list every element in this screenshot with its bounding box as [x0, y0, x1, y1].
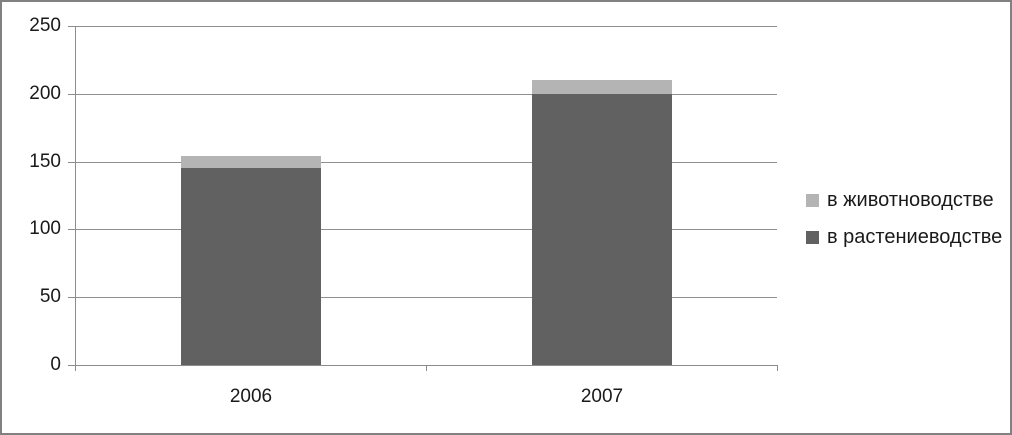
y-axis-tick [68, 229, 75, 230]
bar-segment [181, 156, 321, 169]
category-boundary-tick [777, 365, 778, 371]
y-axis-tick [68, 94, 75, 95]
x-axis-label: 2007 [580, 386, 624, 407]
gridline [75, 162, 777, 163]
legend-label: в животноводстве [827, 189, 994, 211]
y-axis-line [75, 26, 76, 371]
legend-item: в растениеводстве [806, 226, 1002, 248]
y-axis-tick [68, 162, 75, 163]
x-axis-label: 2006 [229, 386, 273, 407]
bar-segment [532, 93, 672, 365]
y-axis-label: 150 [29, 151, 61, 172]
legend-label: в растениеводстве [827, 226, 1003, 248]
y-axis-tick [68, 297, 75, 298]
y-axis-label: 250 [29, 15, 61, 36]
y-axis-label: 0 [50, 354, 61, 375]
y-axis-tick [68, 26, 75, 27]
gridline [75, 297, 777, 298]
y-axis-label: 200 [29, 83, 61, 104]
y-axis-label: 50 [39, 286, 61, 307]
gridline [75, 94, 777, 95]
legend-marker-icon [806, 230, 819, 244]
category-boundary-tick [426, 365, 427, 371]
bar-segment [532, 80, 672, 94]
gridline [75, 26, 777, 27]
y-axis-tick [68, 365, 75, 366]
legend-marker-icon [806, 193, 819, 207]
y-axis-label: 100 [29, 218, 61, 239]
category-boundary-tick [75, 365, 76, 371]
gridline [75, 229, 777, 230]
legend-item: в животноводстве [806, 189, 994, 211]
bar-segment [181, 168, 321, 365]
